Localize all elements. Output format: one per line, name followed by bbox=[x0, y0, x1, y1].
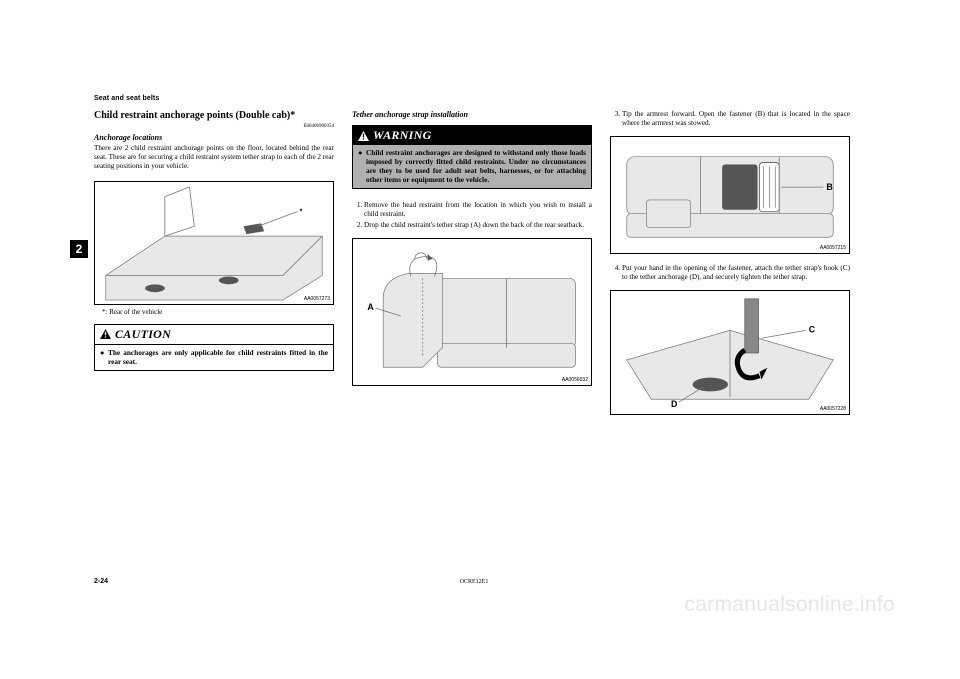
section-title: Child restraint anchorage points (Double… bbox=[94, 110, 334, 122]
caution-text: The anchorages are only applicable for c… bbox=[108, 348, 328, 366]
page-number: 2-24 bbox=[94, 578, 108, 585]
warning-body: ●Child restraint anchorages are designed… bbox=[353, 145, 591, 188]
step-4: Put your hand in the opening of the fast… bbox=[622, 264, 850, 282]
figure-code: AA0056032 bbox=[562, 377, 588, 383]
figure-label-a: A bbox=[367, 302, 374, 312]
warning-head: WARNING bbox=[353, 126, 591, 145]
figure-armrest-fastener: B AA0057215 bbox=[610, 136, 850, 254]
chapter-tab: 2 bbox=[70, 240, 88, 258]
figure-code: AA0057215 bbox=[820, 245, 846, 251]
steps-list-2: Tip the armrest forward. Open the fasten… bbox=[610, 110, 850, 128]
watermark: carmanualsonline.info bbox=[684, 593, 895, 617]
figure-code: AA0057273 bbox=[304, 296, 330, 302]
figure-footnote: *: Rear of the vehicle bbox=[102, 308, 334, 316]
subheading-tether: Tether anchorage strap installation bbox=[352, 110, 592, 119]
warning-triangle-icon bbox=[358, 131, 369, 141]
column-2: Tether anchorage strap installation WARN… bbox=[352, 110, 592, 389]
warning-label: WARNING bbox=[373, 128, 432, 143]
caution-head: CAUTION bbox=[95, 325, 333, 345]
warning-text: Child restraint anchorages are designed … bbox=[366, 148, 586, 184]
page-content: Seat and seat belts 2 Child restraint an… bbox=[94, 110, 854, 550]
figure-hook-anchorage: C D AA0057228 bbox=[610, 290, 850, 415]
steps-list-3: Put your hand in the opening of the fast… bbox=[610, 264, 850, 282]
figure-label-c: C bbox=[809, 324, 816, 334]
caution-body: ●The anchorages are only applicable for … bbox=[95, 345, 333, 370]
steps-list-1: Remove the head restraint from the locat… bbox=[352, 201, 592, 230]
step-2: Drop the child restraint's tether strap … bbox=[364, 221, 592, 230]
caution-box: CAUTION ●The anchorages are only applica… bbox=[94, 324, 334, 371]
doc-code: E00406900354 bbox=[94, 124, 334, 129]
step-3: Tip the armrest forward. Open the fasten… bbox=[622, 110, 850, 128]
figure-anchorage-locations: * AA0057273 bbox=[94, 181, 334, 305]
column-3: Tip the armrest forward. Open the fasten… bbox=[610, 110, 850, 418]
figure-label-b: B bbox=[826, 182, 832, 192]
subheading-anchorage: Anchorage locations bbox=[94, 133, 334, 142]
warning-triangle-icon bbox=[100, 329, 111, 339]
running-head: Seat and seat belts bbox=[94, 95, 159, 102]
column-1: Child restraint anchorage points (Double… bbox=[94, 110, 334, 371]
figure-label-d: D bbox=[671, 399, 678, 409]
caution-label: CAUTION bbox=[115, 327, 171, 342]
footer-code: OCRE12E1 bbox=[460, 579, 489, 585]
paragraph: There are 2 child restraint anchorage po… bbox=[94, 144, 334, 171]
figure-code: AA0057228 bbox=[820, 406, 846, 412]
svg-text:*: * bbox=[300, 208, 303, 215]
step-1: Remove the head restraint from the locat… bbox=[364, 201, 592, 219]
warning-box: WARNING ●Child restraint anchorages are … bbox=[352, 125, 592, 189]
figure-tether-strap: A AA0056032 bbox=[352, 238, 592, 386]
